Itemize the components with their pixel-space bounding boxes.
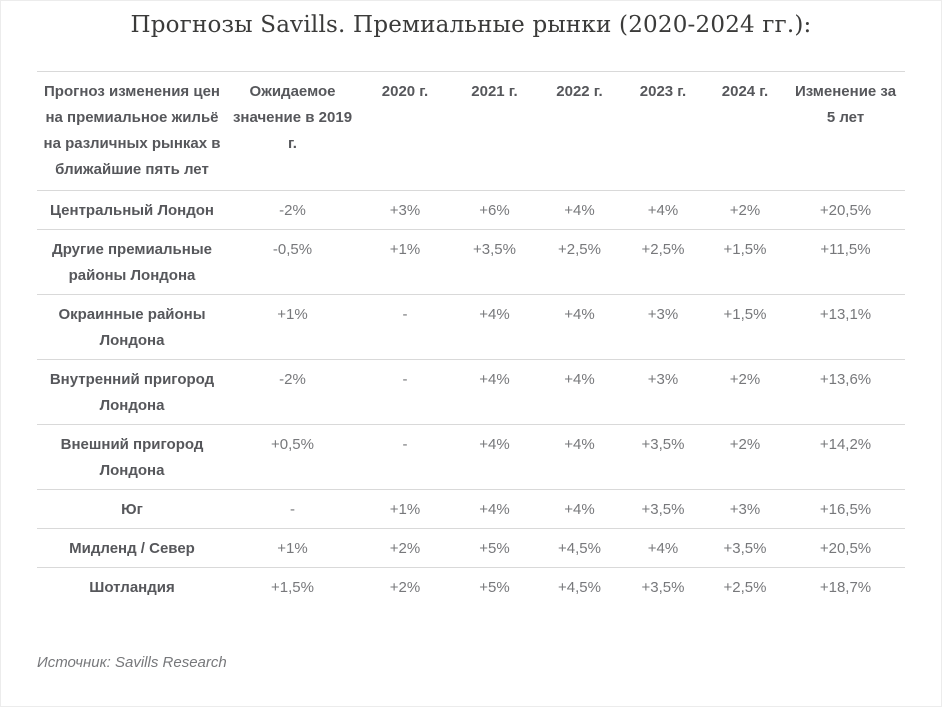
value-cell: +4%: [564, 202, 595, 219]
table-header: Прогноз изменения цен на премиальное жил…: [37, 71, 905, 191]
value-cell: +2%: [389, 540, 421, 557]
value-cell: +2%: [729, 436, 761, 453]
value-cell: +4%: [647, 540, 679, 557]
value-cell: +18,7%: [819, 579, 872, 596]
value-cell: +3%: [647, 371, 679, 388]
value-cell: +2,5%: [558, 241, 601, 258]
value-cell: -: [402, 371, 408, 388]
value-cell: +2%: [729, 371, 761, 388]
value-cell: +3%: [647, 306, 679, 323]
table-row: Окраинные районы Лондона +1% - +4% +4% +3% +1,…: [37, 294, 905, 360]
row-label: Центральный Лондон: [50, 202, 214, 219]
row-label: Внутренний пригород Лондона: [49, 371, 215, 414]
value-cell: +3,5%: [473, 241, 516, 258]
value-cell: +4%: [564, 306, 595, 323]
column-header: 2020 г.: [381, 83, 429, 100]
value-cell: +3%: [729, 501, 761, 518]
column-header: Прогноз изменения цен на премиальное жил…: [43, 83, 221, 178]
value-cell: +1%: [389, 501, 421, 518]
value-cell: +1,5%: [271, 579, 314, 596]
value-cell: +4%: [479, 501, 510, 518]
value-cell: +11,5%: [820, 241, 871, 258]
table-header-row: Прогноз изменения цен на премиальное жил…: [37, 71, 905, 191]
table-row: Внутренний пригород Лондона -2% - +4% +4% +3%…: [37, 359, 905, 425]
value-cell: +3,5%: [641, 501, 685, 518]
table-row: Внешний пригород Лондона +0,5% - +4% +4% +3,5…: [37, 424, 905, 490]
page-title: Прогнозы Savills. Премиальные рынки (202…: [130, 12, 812, 38]
forecast-table: Прогноз изменения цен на премиальное жил…: [37, 71, 905, 606]
column-header: 2022 г.: [556, 83, 603, 100]
value-cell: +2%: [389, 579, 421, 596]
value-cell: +2%: [729, 202, 761, 219]
table-row: Другие премиальные районы Лондона -0,5% +1…: [37, 229, 905, 295]
row-label: Внешний пригород Лондона: [60, 436, 204, 479]
value-cell: +4,5%: [558, 540, 601, 557]
table-row: Шотландия +1,5% +2% +5% +4,5% +3,5% +2,5% +18,7…: [37, 567, 905, 607]
column-header: 2023 г.: [639, 83, 687, 100]
value-cell: +5%: [479, 579, 510, 596]
value-cell: +4%: [564, 371, 595, 388]
value-cell: -: [402, 436, 408, 453]
row-label: Мидленд / Север: [69, 540, 195, 557]
value-cell: +6%: [479, 202, 510, 219]
column-header: 2024 г.: [721, 83, 769, 100]
value-cell: +4%: [647, 202, 679, 219]
row-label: Шотландия: [89, 579, 175, 596]
value-cell: +13,6%: [819, 371, 872, 388]
value-cell: +5%: [479, 540, 510, 557]
value-cell: +1%: [389, 241, 421, 258]
value-cell: +4,5%: [558, 579, 601, 596]
value-cell: +16,5%: [819, 501, 872, 518]
value-cell: -: [290, 501, 295, 518]
value-cell: +4%: [564, 501, 595, 518]
table-row: Центральный Лондон -2% +3% +6% +4% +4% +2% +20,…: [37, 190, 905, 230]
value-cell: +4%: [479, 306, 510, 323]
table-container: Прогноз изменения цен на премиальное жил…: [37, 71, 905, 606]
value-cell: +1%: [277, 306, 308, 323]
column-header: Изменение за 5 лет: [794, 83, 897, 126]
value-cell: +2,5%: [641, 241, 685, 258]
value-cell: +4%: [479, 436, 510, 453]
value-cell: +4%: [479, 371, 510, 388]
column-header: 2021 г.: [471, 83, 518, 100]
value-cell: +14,2%: [819, 436, 872, 453]
value-cell: +0,5%: [271, 436, 314, 453]
value-cell: +20,5%: [819, 540, 872, 557]
value-cell: +1,5%: [723, 241, 767, 258]
value-cell: +4%: [564, 436, 595, 453]
column-header: Ожидаемое значение в 2019 г.: [232, 83, 353, 152]
row-label: Другие премиальные районы Лондона: [52, 241, 212, 284]
value-cell: -2%: [279, 371, 306, 388]
row-label: Юг: [121, 501, 143, 518]
value-cell: +20,5%: [819, 202, 872, 219]
value-cell: +13,1%: [819, 306, 872, 323]
value-cell: +1,5%: [723, 306, 767, 323]
value-cell: +3,5%: [641, 436, 685, 453]
source-note: Источник: Savills Research: [37, 654, 227, 671]
table-row: Мидленд / Север +1% +2% +5% +4,5% +4% +3,5% +20…: [37, 528, 905, 568]
value-cell: +1%: [277, 540, 308, 557]
value-cell: +3,5%: [641, 579, 685, 596]
value-cell: -0,5%: [272, 241, 313, 258]
table-body: Центральный Лондон -2% +3% +6% +4% +4% +2% +20,…: [37, 190, 905, 607]
value-cell: -: [402, 306, 408, 323]
table-row: Юг - +1% +4% +4% +3,5% +3% +16,5%: [37, 489, 905, 529]
value-cell: +2,5%: [723, 579, 767, 596]
value-cell: +3%: [389, 202, 421, 219]
value-cell: +3,5%: [723, 540, 767, 557]
value-cell: -2%: [279, 202, 306, 219]
row-label: Окраинные районы Лондона: [58, 306, 206, 349]
